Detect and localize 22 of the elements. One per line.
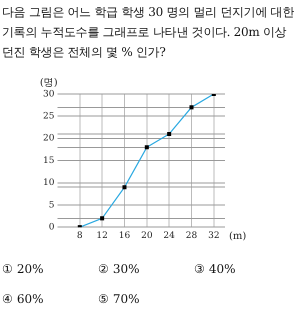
x-axis-title: (m): [229, 230, 246, 242]
x-tick-label: 8: [76, 230, 83, 241]
text: ④ 60%: [2, 292, 44, 306]
y-tick-label: 30: [43, 89, 55, 100]
y-tick-label: 10: [43, 178, 55, 188]
y-tick-label: 20: [43, 134, 55, 144]
chart-title: 다음 그림은 어느 학급 학생 30 명의 멀리 던지기에 대한 기록의 누적도수를 그래프로 나타낸 것이다. 20m 이상 던진 학생은 전체의 몇 % 인가?: [2, 4, 294, 61]
text: ② 30%: [98, 262, 140, 276]
x-tick-label: 32: [208, 230, 220, 241]
y-tick-label: 0: [48, 222, 55, 233]
x-tick-label: 28: [186, 230, 198, 241]
x-tick-label: 12: [96, 230, 108, 241]
text: ③ 40%: [194, 262, 236, 276]
x-tick-label: 24: [163, 230, 176, 241]
x-tick-label: 16: [118, 230, 130, 241]
text: ⑤ 70%: [98, 292, 140, 306]
y-tick-label: 15: [43, 156, 55, 166]
y-tick-label: 25: [43, 112, 55, 122]
y-tick-label: 5: [48, 200, 55, 210]
y-axis-title: (명): [40, 78, 58, 89]
x-tick-label: 20: [141, 230, 153, 241]
text: ① 20%: [2, 262, 44, 276]
